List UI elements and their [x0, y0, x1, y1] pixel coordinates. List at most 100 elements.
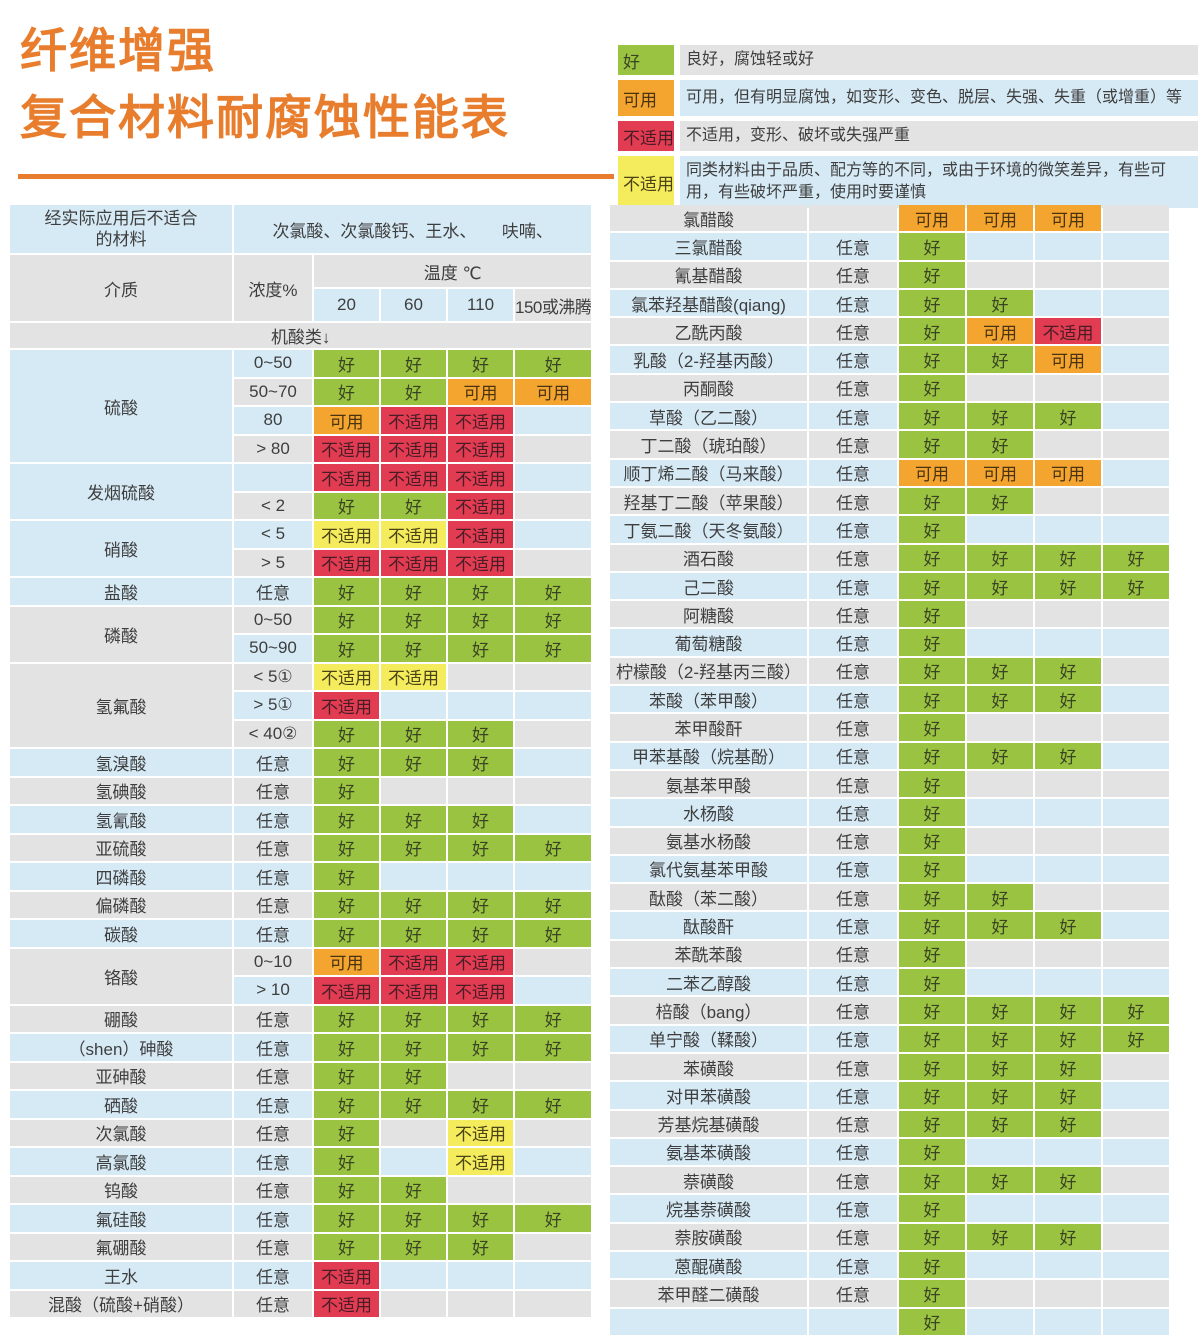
table-row: 氟硅酸 任意好好好好: [10, 1205, 592, 1232]
medium-name-cell: 二苯乙醇酸: [610, 969, 807, 996]
status-cell-empty: [448, 1262, 513, 1289]
concentration-cell: 任意: [234, 1176, 312, 1203]
status-cell-empty: [1035, 770, 1101, 798]
medium-name-cell: 乳酸（2-羟基丙酸）: [610, 346, 807, 373]
medium-name-cell: 水杨酸: [610, 799, 807, 826]
medium-name-cell: 苯酰苯酸: [610, 940, 807, 968]
concentration-cell: < 5①: [234, 663, 312, 690]
status-cell-empty: [515, 1062, 592, 1089]
status-cell-empty: [1103, 714, 1169, 741]
medium-name-cell: 磷酸: [10, 606, 232, 662]
table-row: > 5① 不适用: [10, 692, 592, 719]
table-row: 烷基萘磺酸 任意好: [610, 1195, 1169, 1222]
status-cell-good: 好: [448, 350, 513, 377]
status-cell-good: 好: [515, 920, 592, 947]
medium-name-cell: 氨基水杨酸: [610, 827, 807, 854]
medium-name-cell: 柠檬酸（2-羟基丙三酸）: [610, 657, 807, 685]
status-cell-good: 好: [899, 487, 965, 515]
medium-name-cell: 氟硼酸: [10, 1233, 232, 1260]
concentration-cell: 任意: [234, 1091, 312, 1118]
status-cell-good: 好: [314, 1091, 379, 1118]
concentration-cell: 任意: [809, 714, 897, 741]
status-cell-good: 好: [1103, 572, 1169, 600]
status-cell-good: 好: [899, 601, 965, 628]
status-cell-empty: [515, 1148, 592, 1175]
status-cell-good: 好: [1035, 1053, 1101, 1081]
status-cell-empty: [381, 1119, 446, 1146]
status-cell-empty: [1103, 403, 1169, 430]
status-cell-empty: [515, 1176, 592, 1203]
status-cell-good: 好: [314, 606, 379, 633]
temp-col-header: 110: [448, 289, 513, 321]
table-row: 甲苯基酸（烷基酚） 任意好好好: [610, 742, 1169, 769]
concentration-cell: 任意: [809, 261, 897, 288]
status-cell-good: 好: [967, 572, 1033, 600]
status-cell-good: 好: [967, 997, 1033, 1024]
status-cell-good: 好: [448, 720, 513, 747]
unsuitable-materials-label: 经实际应用后不适合 的材料: [10, 205, 232, 253]
status-cell-good: 好: [967, 487, 1033, 515]
status-cell-good: 好: [515, 606, 592, 633]
status-cell-good: 好: [899, 827, 965, 854]
status-cell-good: 好: [381, 1205, 446, 1232]
medium-name-cell: 钨酸: [10, 1176, 232, 1203]
concentration-cell: 任意: [809, 629, 897, 656]
concentration-cell: 任意: [809, 1195, 897, 1222]
status-cell-empty: [515, 1290, 592, 1317]
concentration-cell: 任意: [809, 516, 897, 543]
status-cell-empty: [1035, 1251, 1101, 1279]
status-cell-good: 好: [967, 742, 1033, 769]
concentration-cell: 任意: [234, 863, 312, 890]
status-cell-good: 好: [448, 1205, 513, 1232]
status-cell-good: 好: [967, 912, 1033, 939]
status-cell-empty: [448, 1290, 513, 1317]
status-cell-bad: 不适用: [381, 435, 446, 462]
status-cell-good: 好: [1035, 742, 1101, 769]
table-row: 蒽醌磺酸 任意好: [610, 1251, 1169, 1279]
concentration-cell: 任意: [809, 1280, 897, 1307]
table-row: < 40② 好好好: [10, 720, 592, 747]
status-cell-empty: [1103, 459, 1169, 486]
status-cell-empty: [1103, 431, 1169, 458]
status-cell-good: 好: [967, 431, 1033, 458]
status-cell-empty: [967, 1195, 1033, 1222]
concentration-cell: < 5: [234, 521, 312, 548]
table-row: 铬酸 0~10 可用 不适用 不适用: [10, 948, 592, 1004]
table-row: 氢氰酸 任意好好好: [10, 806, 592, 833]
status-cell-good: 好: [899, 1053, 965, 1081]
status-cell-empty: [448, 863, 513, 890]
status-cell-empty: [1103, 1167, 1169, 1194]
concentration-cell: 任意: [234, 806, 312, 833]
status-cell-empty: [1035, 969, 1101, 996]
concentration-cell: 任意: [234, 1062, 312, 1089]
medium-name-cell: 苯甲酸酐: [610, 714, 807, 741]
status-cell-empty: [448, 1062, 513, 1089]
concentration-cell: 任意: [809, 544, 897, 571]
title-underline: [18, 174, 614, 179]
status-cell-good: 好: [381, 350, 446, 377]
status-cell-good: 好: [381, 578, 446, 605]
medium-name-cell: 甲苯基酸（烷基酚）: [610, 742, 807, 769]
medium-name-cell: 氢氰酸: [10, 806, 232, 833]
concentration-cell: 任意: [809, 318, 897, 345]
medium-name-cell: 蒽醌磺酸: [610, 1251, 807, 1279]
status-cell-empty: [967, 374, 1033, 402]
status-cell-good: 好: [381, 1176, 446, 1203]
status-cell-empty: [1035, 1195, 1101, 1222]
legend-description: 不适用，变形、破坏或失强严重: [680, 121, 1198, 151]
status-cell-empty: [515, 1262, 592, 1289]
concentration-cell: 任意: [234, 1262, 312, 1289]
status-cell-good: 好: [899, 855, 965, 883]
concentration-cell: 任意: [234, 1148, 312, 1175]
status-cell-good: 好: [314, 920, 379, 947]
table-row: 苯酸（苯甲酸） 任意好好好: [610, 686, 1169, 713]
table-row: 阿糖酸 任意好: [610, 601, 1169, 628]
medium-name-cell: 发烟硫酸: [10, 464, 232, 519]
organic-acid-table: 氯醋酸 可用 可用 可用 三氯醋酸 任意好氰基醋酸 任意好氯苯羟基醋酸(qiang) 任意好好…: [608, 203, 1171, 1337]
table-row: 磷酸 0~50 好好好好: [10, 606, 592, 662]
concentration-cell: 任意: [234, 1290, 312, 1317]
status-cell-good: 好: [515, 1005, 592, 1032]
status-cell-good: 好: [381, 492, 446, 519]
status-cell-usable: 可用: [448, 378, 513, 405]
concentration-cell: 任意: [809, 572, 897, 600]
